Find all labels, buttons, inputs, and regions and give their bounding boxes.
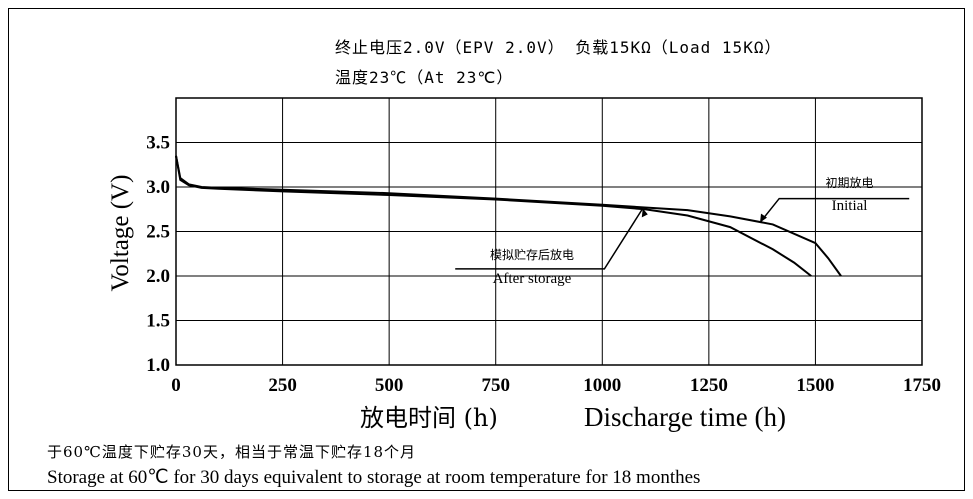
- annotation-after-storage-en: After storage: [493, 271, 572, 287]
- plot-border: [175, 97, 923, 366]
- y-tick-label: 3.0: [146, 177, 170, 198]
- y-axis-label: Voltage (V): [107, 175, 134, 292]
- chart-annotations: 初期放电 Initial 模拟贮存后放电 After storage: [455, 175, 910, 287]
- x-tick-label: 250: [268, 375, 297, 396]
- chart-grid: [176, 98, 922, 365]
- series-line-after-storage: [175, 155, 812, 277]
- y-tick-label: 1.5: [146, 311, 170, 332]
- chart-axes: [175, 97, 923, 366]
- y-tick-label: 2.0: [146, 266, 170, 287]
- annotation-initial-cn: 初期放电: [826, 175, 874, 190]
- x-axis-label: Discharge time (h): [584, 402, 786, 432]
- footnote-cn: 于60℃温度下贮存30天，相当于常温下贮存18个月: [47, 443, 417, 461]
- test-conditions-line2: 温度23℃（At 23℃）: [335, 68, 514, 87]
- y-tick-label: 3.5: [146, 133, 170, 154]
- x-tick-label: 500: [375, 375, 404, 396]
- x-tick-label: 750: [481, 375, 510, 396]
- footnote-en: Storage at 60℃ for 30 days equivalent to…: [47, 467, 701, 488]
- chart-series: [175, 155, 842, 277]
- arrowhead-initial: [760, 213, 768, 223]
- test-conditions-line1: 终止电压2.0V（EPV 2.0V） 负载15KΩ（Load 15KΩ）: [335, 38, 782, 57]
- leader-line-initial: [759, 197, 910, 224]
- figure-frame: [8, 8, 965, 491]
- y-tick-label: 2.5: [146, 222, 170, 243]
- x-axis-label-cn: 放电时间 (h): [360, 404, 498, 432]
- arrowhead-after-storage: [641, 208, 648, 218]
- y-tick-label: 1.0: [146, 355, 170, 376]
- annotation-after-storage-cn: 模拟贮存后放电: [490, 247, 574, 262]
- x-tick-label: 1500: [796, 375, 834, 396]
- leader-line-after-storage: [455, 207, 644, 270]
- x-tick-label: 1000: [583, 375, 621, 396]
- x-tick-label: 0: [171, 375, 181, 396]
- chart-ticks: 0 250 500 750 1000 1250 1500 1750 1.0 1.5 2.0 2.5 3.…: [146, 133, 941, 397]
- annotation-initial-en: Initial: [832, 198, 868, 214]
- x-tick-label: 1250: [690, 375, 728, 396]
- x-tick-label: 1750: [903, 375, 941, 396]
